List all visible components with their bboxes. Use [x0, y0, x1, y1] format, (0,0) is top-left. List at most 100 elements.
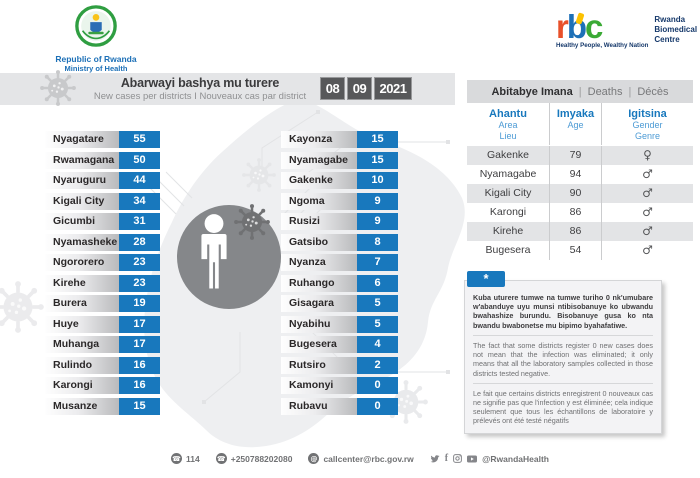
- hotline-item[interactable]: ☎ 114: [171, 453, 200, 464]
- district-row: Ruhango 6: [281, 274, 398, 292]
- note-kinyarwanda: Kuba uturere tumwe na tumwe turiho 0 nk'…: [473, 293, 653, 330]
- social-item[interactable]: f @RwandaHealth: [430, 452, 549, 464]
- district-row: Kirehe 23: [45, 274, 160, 292]
- youtube-icon: [467, 455, 478, 462]
- district-row: Gicumbi 31: [45, 213, 160, 230]
- district-name: Nyagatare: [45, 131, 119, 148]
- district-row: Nyaruguru 44: [45, 172, 160, 189]
- twitter-icon: [430, 454, 440, 462]
- district-name: Burera: [45, 295, 119, 312]
- district-count: 2: [357, 356, 398, 374]
- district-name: Karongi: [45, 377, 119, 394]
- table-row: Karongi 86 ♂: [467, 203, 693, 222]
- district-row: Huye 17: [45, 315, 160, 333]
- district-count: 6: [357, 274, 398, 292]
- district-count: 0: [357, 377, 398, 394]
- district-name: Kigali City: [45, 192, 119, 210]
- district-name: Kirehe: [45, 274, 119, 292]
- district-name: Kayonza: [281, 131, 357, 148]
- rbc-name: Rwanda Biomedical Centre: [654, 15, 698, 44]
- district-name: Nyanza: [281, 254, 357, 271]
- district-count: 23: [119, 274, 160, 292]
- page-title-block: Abarwayi bashya mu turere New cases per …: [70, 76, 330, 102]
- district-name: Nyabihu: [281, 315, 357, 333]
- note-french: Le fait que certains districts enregistr…: [473, 388, 653, 426]
- page-title: Abarwayi bashya mu turere: [120, 76, 280, 90]
- district-row: Gisagara 5: [281, 295, 398, 312]
- facebook-icon: f: [444, 452, 449, 464]
- district-count: 5: [357, 295, 398, 312]
- date-day: 08: [320, 77, 345, 100]
- district-count: 15: [119, 397, 160, 415]
- email-item[interactable]: @ callcenter@rbc.gov.rw: [308, 453, 414, 464]
- note-english: The fact that some districts register 0 …: [473, 340, 653, 378]
- district-row: Musanze 15: [45, 397, 160, 415]
- district-count: 34: [119, 192, 160, 210]
- rbc-logo: rbc Healthy People, Wealthy Nation Rwand…: [556, 10, 698, 49]
- district-name: Nyaruguru: [45, 172, 119, 189]
- district-count: 23: [119, 254, 160, 271]
- divider: [473, 334, 653, 336]
- district-count: 28: [119, 233, 160, 251]
- district-count: 15: [357, 151, 398, 169]
- district-name: Ngororero: [45, 254, 119, 271]
- district-row: Bugesera 4: [281, 336, 398, 353]
- district-count: 10: [357, 172, 398, 189]
- female-icon: ♀: [643, 148, 652, 162]
- rbc-logo-letters: rbc: [556, 10, 648, 43]
- district-count: 8: [357, 233, 398, 251]
- hotline-number: 114: [186, 453, 200, 464]
- email-address: callcenter@rbc.gov.rw: [323, 453, 414, 464]
- district-count: 0: [357, 397, 398, 415]
- deaths-table-columns: Ahantu Area Lieu Imyaka Age Igitsina Gen…: [467, 103, 693, 145]
- district-count: 50: [119, 151, 160, 169]
- district-row: Kamonyi 0: [281, 377, 398, 394]
- district-row: Nyanza 7: [281, 254, 398, 271]
- zero-cases-note: Kuba uturere tumwe na tumwe turiho 0 nk'…: [464, 280, 662, 434]
- district-row: Burera 19: [45, 295, 160, 312]
- footer-contacts: ☎ 114 ☎ +250788202080 @ callcenter@rbc.g…: [0, 453, 700, 464]
- male-icon: ♂: [642, 167, 653, 181]
- district-row: Rulindo 16: [45, 356, 160, 374]
- page-subtitle: New cases per districts I Nouveaux cas p…: [93, 91, 307, 102]
- deaths-table: Gakenke 79 ♀ Nyamagabe 94 ♂ Kigali City 90 ♂ K…: [467, 146, 693, 260]
- district-name: Ruhango: [281, 274, 357, 292]
- country-name: Republic of Rwanda: [55, 54, 137, 64]
- rbc-letter-c: c: [585, 8, 603, 45]
- district-name: Rusizi: [281, 213, 357, 230]
- male-icon: ♂: [642, 186, 653, 200]
- district-count: 19: [119, 295, 160, 312]
- district-row: Ngororero 23: [45, 254, 160, 271]
- district-count: 44: [119, 172, 160, 189]
- deaths-title-fr: Décès: [637, 85, 669, 98]
- asterisk-icon: *: [467, 271, 505, 287]
- district-count: 17: [119, 315, 160, 333]
- deaths-panel-header: Abitabye Imana | Deaths | Décès: [467, 80, 693, 103]
- date-month: 09: [347, 77, 372, 100]
- district-name: Nyamasheke: [45, 233, 119, 251]
- district-name: Gatsibo: [281, 233, 357, 251]
- male-icon: ♂: [642, 224, 653, 238]
- district-count: 17: [119, 336, 160, 353]
- column-header-age: Imyaka Age: [550, 103, 602, 145]
- district-list-right: Kayonza 15 Nyamagabe 15 Gakenke 10 Ngoma 9 R…: [281, 131, 398, 415]
- district-name: Ngoma: [281, 192, 357, 210]
- district-name: Kamonyi: [281, 377, 357, 394]
- district-name: Nyamagabe: [281, 151, 357, 169]
- district-count: 16: [119, 377, 160, 394]
- district-name: Rulindo: [45, 356, 119, 374]
- instagram-icon: [453, 454, 463, 463]
- virus-icon: [234, 204, 270, 240]
- district-row: Rusizi 9: [281, 213, 398, 230]
- phone-item[interactable]: ☎ +250788202080: [215, 453, 292, 464]
- district-name: Gakenke: [281, 172, 357, 189]
- table-row: Bugesera 54 ♂: [467, 241, 693, 260]
- rwanda-coat-of-arms-icon: [75, 5, 117, 47]
- district-name: Gicumbi: [45, 213, 119, 230]
- district-name: Muhanga: [45, 336, 119, 353]
- district-row: Karongi 16: [45, 377, 160, 394]
- table-row: Kigali City 90 ♂: [467, 184, 693, 203]
- district-row: Rutsiro 2: [281, 356, 398, 374]
- district-name: Gisagara: [281, 295, 357, 312]
- table-row: Nyamagabe 94 ♂: [467, 165, 693, 184]
